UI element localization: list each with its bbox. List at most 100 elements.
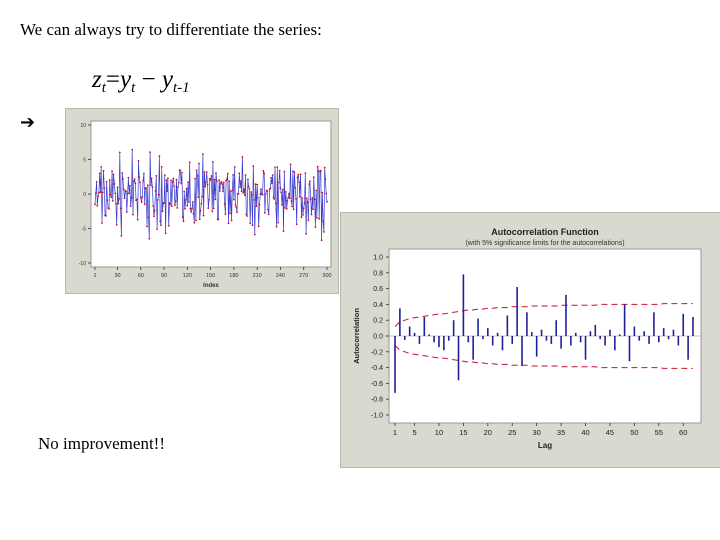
acf-x-tick-label: 60 (679, 428, 687, 437)
ts-point (320, 239, 323, 242)
ts-point (250, 191, 252, 193)
ts-point (240, 180, 242, 182)
acf-x-tick-label: 30 (533, 428, 541, 437)
ts-point (165, 179, 168, 182)
ts-point (150, 177, 153, 180)
acf-x-tick-label: 50 (630, 428, 638, 437)
ts-point (167, 224, 170, 227)
acf-plot-panel: Autocorrelation Function (with 5% signifi… (340, 212, 720, 468)
ts-point (199, 209, 202, 212)
ts-point (267, 213, 270, 216)
ts-point (284, 207, 286, 209)
ts-point (203, 171, 206, 173)
ts-point (293, 171, 296, 174)
ts-point (278, 181, 280, 184)
acf-x-axis-label: Lag (538, 441, 552, 450)
ts-point (235, 206, 238, 208)
ts-point (157, 193, 160, 196)
ts-point (302, 207, 305, 210)
ts-point (156, 199, 159, 201)
ts-point (159, 220, 162, 223)
ts-point (188, 201, 190, 203)
ts-point (274, 166, 276, 169)
ts-y-tick-label: 10 (80, 123, 86, 129)
ts-x-tick-label: 270 (299, 273, 308, 279)
ts-point (305, 233, 307, 235)
ts-point (215, 172, 217, 175)
ts-point (260, 188, 262, 190)
ts-point (136, 218, 139, 221)
ts-point (248, 188, 251, 190)
ts-x-tick-label: 30 (114, 273, 120, 279)
ts-point (240, 190, 243, 193)
ts-point (253, 199, 256, 201)
ts-point (257, 196, 259, 199)
ts-x-tick-label: 300 (322, 273, 331, 279)
ts-point (109, 193, 112, 196)
ts-point (170, 205, 173, 208)
ts-point (189, 207, 192, 210)
ts-point (138, 176, 141, 179)
ts-point (181, 216, 184, 218)
ts-point (190, 211, 193, 213)
ts-point (221, 183, 224, 186)
ts-point (120, 234, 123, 237)
acf-y-tick-label: 0.2 (373, 318, 383, 325)
ts-point (276, 166, 279, 168)
ts-point (200, 202, 203, 205)
ts-point (303, 202, 306, 205)
ts-point (110, 196, 113, 199)
ts-x-tick-label: 240 (276, 273, 285, 279)
ts-point (196, 175, 199, 177)
ts-point (309, 198, 312, 201)
ts-point (298, 195, 301, 198)
ts-point (253, 233, 256, 236)
ts-point (117, 202, 120, 205)
ts-x-tick-label: 1 (93, 273, 96, 279)
ts-point (121, 172, 124, 174)
ts-point (201, 195, 204, 198)
ts-point (308, 183, 311, 185)
ts-point (263, 172, 266, 175)
ts-point (152, 205, 155, 207)
ts-point (177, 186, 179, 188)
ts-point (175, 178, 178, 181)
formula-minus: − (135, 66, 162, 93)
ts-point (278, 169, 281, 172)
ts-point (207, 207, 210, 210)
ts-point (142, 179, 144, 182)
ts-point (294, 186, 297, 189)
acf-lower-limit (394, 345, 693, 369)
ts-point (208, 199, 211, 201)
ts-point (287, 196, 290, 199)
ts-point (230, 219, 233, 222)
difference-formula: zt=yt − yt-1 (92, 66, 190, 97)
acf-x-tick-label: 25 (508, 428, 516, 437)
ts-point (169, 203, 172, 206)
ts-point (111, 199, 114, 202)
ts-point (232, 174, 235, 176)
ts-point (148, 237, 151, 240)
ts-point (113, 183, 116, 185)
ts-point (143, 172, 145, 175)
ts-point (139, 196, 142, 199)
ts-point (119, 207, 122, 210)
ts-point (301, 197, 304, 199)
ts-point (205, 181, 207, 183)
ts-point (264, 212, 266, 214)
ts-point (176, 207, 179, 209)
ts-point (323, 166, 326, 169)
ts-point (229, 190, 232, 193)
ts-point (99, 191, 102, 194)
ts-point (182, 220, 185, 223)
ts-point (115, 224, 118, 226)
ts-point (231, 189, 234, 192)
ts-point (179, 169, 182, 172)
ts-x-tick-label: 90 (161, 273, 167, 279)
ts-point (212, 161, 214, 163)
ts-point (243, 188, 245, 190)
ts-point (186, 204, 189, 207)
acf-x-tick-label: 20 (484, 428, 492, 437)
ts-point (185, 187, 188, 190)
acf-x-tick-label: 1 (393, 428, 397, 437)
